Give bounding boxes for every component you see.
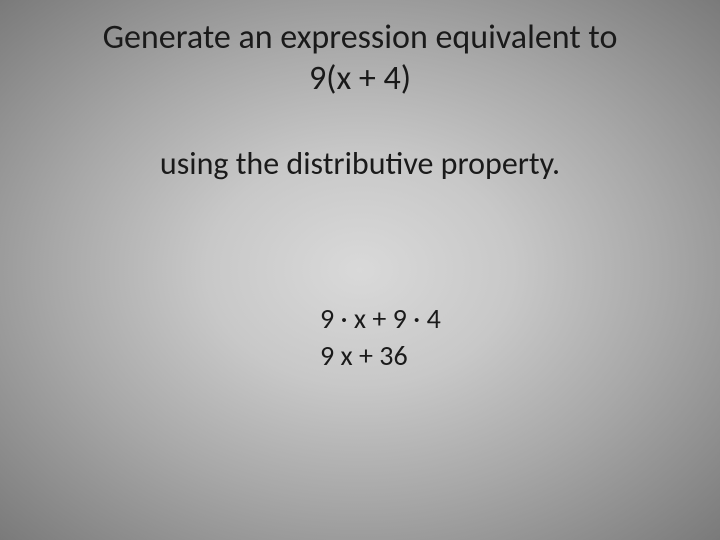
subtitle: using the distributive property. <box>40 144 680 183</box>
work-step-2: 9 x + 36 <box>320 338 680 374</box>
title-block: Generate an expression equivalent to 9(x… <box>40 18 680 98</box>
work-block: 9 · x + 9 · 4 9 x + 36 <box>320 301 680 374</box>
slide-container: Generate an expression equivalent to 9(x… <box>0 0 720 540</box>
title-line-2: 9(x + 4) <box>40 59 680 98</box>
title-line-1: Generate an expression equivalent to <box>40 18 680 57</box>
work-step-1: 9 · x + 9 · 4 <box>320 301 680 337</box>
